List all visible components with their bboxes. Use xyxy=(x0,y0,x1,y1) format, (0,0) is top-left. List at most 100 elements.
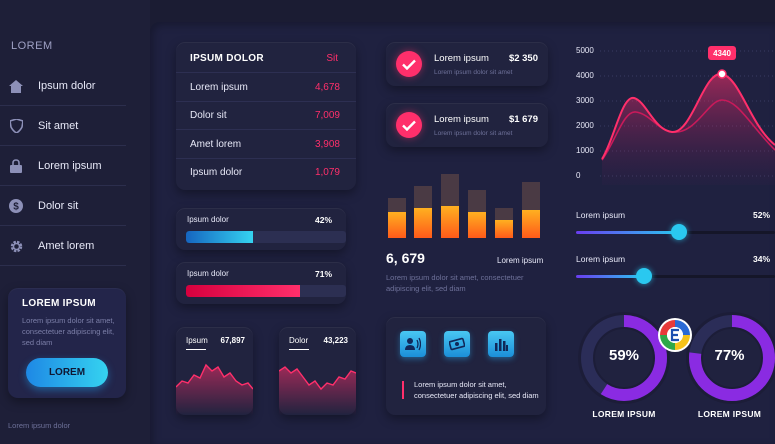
bar-summary-number: 6, 679 xyxy=(386,250,425,266)
donut-label: LOREM IPSUM xyxy=(697,409,762,419)
payment-card[interactable]: Lorem ipsum $1 679 Lorem ipsum dolor sit… xyxy=(386,103,548,147)
sidebar-item-label: Sit amet xyxy=(38,120,79,132)
progress-fill xyxy=(186,231,254,243)
row-value: 4,678 xyxy=(314,82,340,93)
mini-label: Ipsum xyxy=(186,336,208,345)
payment-subtitle: Lorem ipsum dolor sit amet xyxy=(434,130,513,137)
divider xyxy=(176,101,356,102)
y-tick: 2000 xyxy=(576,121,594,130)
summary-table-card: IPSUM DOLOR Sit Lorem ipsum 4,678 Dolor … xyxy=(176,42,356,190)
sidebar-item-lorem-ipsum[interactable]: Lorem ipsum xyxy=(0,147,126,186)
progress-label: Ipsum dolor xyxy=(187,215,229,224)
footer-text: Lorem ipsum dolor xyxy=(8,421,71,430)
promo-button[interactable]: LOREM xyxy=(26,358,108,387)
bar-summary-desc: Lorem ipsum dolor sit amet, consectetuer… xyxy=(386,273,524,293)
y-tick: 0 xyxy=(576,171,581,180)
slider-value: 52% xyxy=(753,210,771,220)
logo-icon xyxy=(658,318,692,352)
promo-card: LOREM IPSUM Lorem ipsum dolor sit amet, … xyxy=(8,288,126,398)
stacked-bar-chart xyxy=(388,174,540,238)
slider-label: Lorem ipsum xyxy=(576,254,626,264)
actions-desc: Lorem ipsum dolor sit amet, consectetuer… xyxy=(414,380,539,400)
table-row[interactable]: Lorem ipsum 4,678 xyxy=(190,82,340,93)
progress-card: Ipsum dolor 42% xyxy=(176,208,346,250)
row-label: Dolor sit xyxy=(190,110,227,121)
accent-bar xyxy=(402,381,404,399)
row-value: 1,079 xyxy=(314,167,340,178)
payment-title: Lorem ipsum xyxy=(434,114,489,125)
progress-track xyxy=(186,231,346,243)
progress-card: Ipsum dolor 71% xyxy=(176,262,346,304)
y-tick: 1000 xyxy=(576,146,594,155)
mini-value: 43,223 xyxy=(323,336,348,345)
y-tick: 3000 xyxy=(576,96,594,105)
promo-text: Lorem ipsum dolor sit amet, consectetuer… xyxy=(22,316,115,347)
progress-value: 71% xyxy=(314,269,332,279)
payment-card[interactable]: Lorem ipsum $2 350 Lorem ipsum dolor sit… xyxy=(386,42,548,86)
promo-title: LOREM IPSUM xyxy=(22,298,96,309)
bar xyxy=(495,208,513,238)
shield-icon xyxy=(8,118,24,134)
divider xyxy=(176,158,356,159)
mini-label: Dolor xyxy=(289,336,309,345)
divider xyxy=(176,129,356,130)
donut-value: 59% xyxy=(608,347,640,364)
slider-handle[interactable] xyxy=(671,224,688,240)
bar xyxy=(468,190,486,238)
table-row[interactable]: Dolor sit 7,009 xyxy=(190,110,340,121)
y-tick: 5000 xyxy=(576,46,594,55)
lock-icon xyxy=(8,158,24,174)
checkmark-icon xyxy=(396,112,422,138)
mini-value: 67,897 xyxy=(220,336,245,345)
table-header-title: IPSUM DOLOR xyxy=(190,53,264,64)
bar xyxy=(441,174,459,238)
payment-amount: $1 679 xyxy=(508,114,538,125)
sidebar-item-label: Dolor sit xyxy=(38,200,79,212)
sidebar-item-dolor-sit[interactable]: $ Dolor sit xyxy=(0,187,126,226)
donut-value: 77% xyxy=(714,347,745,364)
donut-chart xyxy=(686,312,775,404)
contact-speaker-icon[interactable] xyxy=(400,331,426,357)
payment-title: Lorem ipsum xyxy=(434,53,489,64)
progress-track xyxy=(186,285,346,297)
payment-subtitle: Lorem ipsum dolor sit amet xyxy=(434,69,513,76)
sidebar-item-sit-amet[interactable]: Sit amet xyxy=(0,107,126,146)
slider-label: Lorem ipsum xyxy=(576,210,626,220)
sidebar-item-label: Ipsum dolor xyxy=(38,80,96,92)
progress-value: 42% xyxy=(314,215,332,225)
sidebar-item-amet-lorem[interactable]: Amet lorem xyxy=(0,227,126,266)
money-icon[interactable] xyxy=(444,331,470,357)
home-icon xyxy=(8,78,24,94)
dollar-icon: $ xyxy=(8,198,24,214)
sidebar-item-label: Amet lorem xyxy=(38,240,95,252)
underline xyxy=(289,349,309,350)
bar-chart-icon[interactable] xyxy=(488,331,514,357)
sidebar: LOREM Ipsum dolor Sit amet Lorem ipsum $… xyxy=(0,0,150,444)
slider-handle[interactable] xyxy=(635,268,652,284)
bar xyxy=(388,198,406,238)
mini-stat-card: Ipsum 67,897 xyxy=(176,327,253,415)
bar xyxy=(522,182,540,238)
underline xyxy=(186,349,206,350)
table-row[interactable]: Amet lorem 3,908 xyxy=(190,139,340,150)
donut-label: LOREM IPSUM xyxy=(592,409,656,419)
gear-icon xyxy=(8,238,24,254)
bar xyxy=(414,186,432,238)
peak-tooltip: 4340 xyxy=(708,46,736,60)
y-tick: 4000 xyxy=(576,71,594,80)
slider-track[interactable] xyxy=(576,275,775,278)
svg-text:$: $ xyxy=(13,202,19,213)
sidebar-item-ipsum-dolor[interactable]: Ipsum dolor xyxy=(0,67,126,106)
brand-label: LOREM xyxy=(11,40,53,52)
row-value: 7,009 xyxy=(314,110,340,121)
mini-area-chart xyxy=(279,366,356,415)
table-header-link[interactable]: Sit xyxy=(326,53,338,64)
row-label: Amet lorem xyxy=(190,139,242,150)
row-label: Ipsum dolor xyxy=(190,167,243,178)
slider-fill xyxy=(576,275,644,278)
area-chart xyxy=(600,50,775,185)
table-row[interactable]: Ipsum dolor 1,079 xyxy=(190,167,340,178)
peak-marker[interactable] xyxy=(717,69,727,79)
checkmark-icon xyxy=(396,51,422,77)
row-label: Lorem ipsum xyxy=(190,82,248,93)
